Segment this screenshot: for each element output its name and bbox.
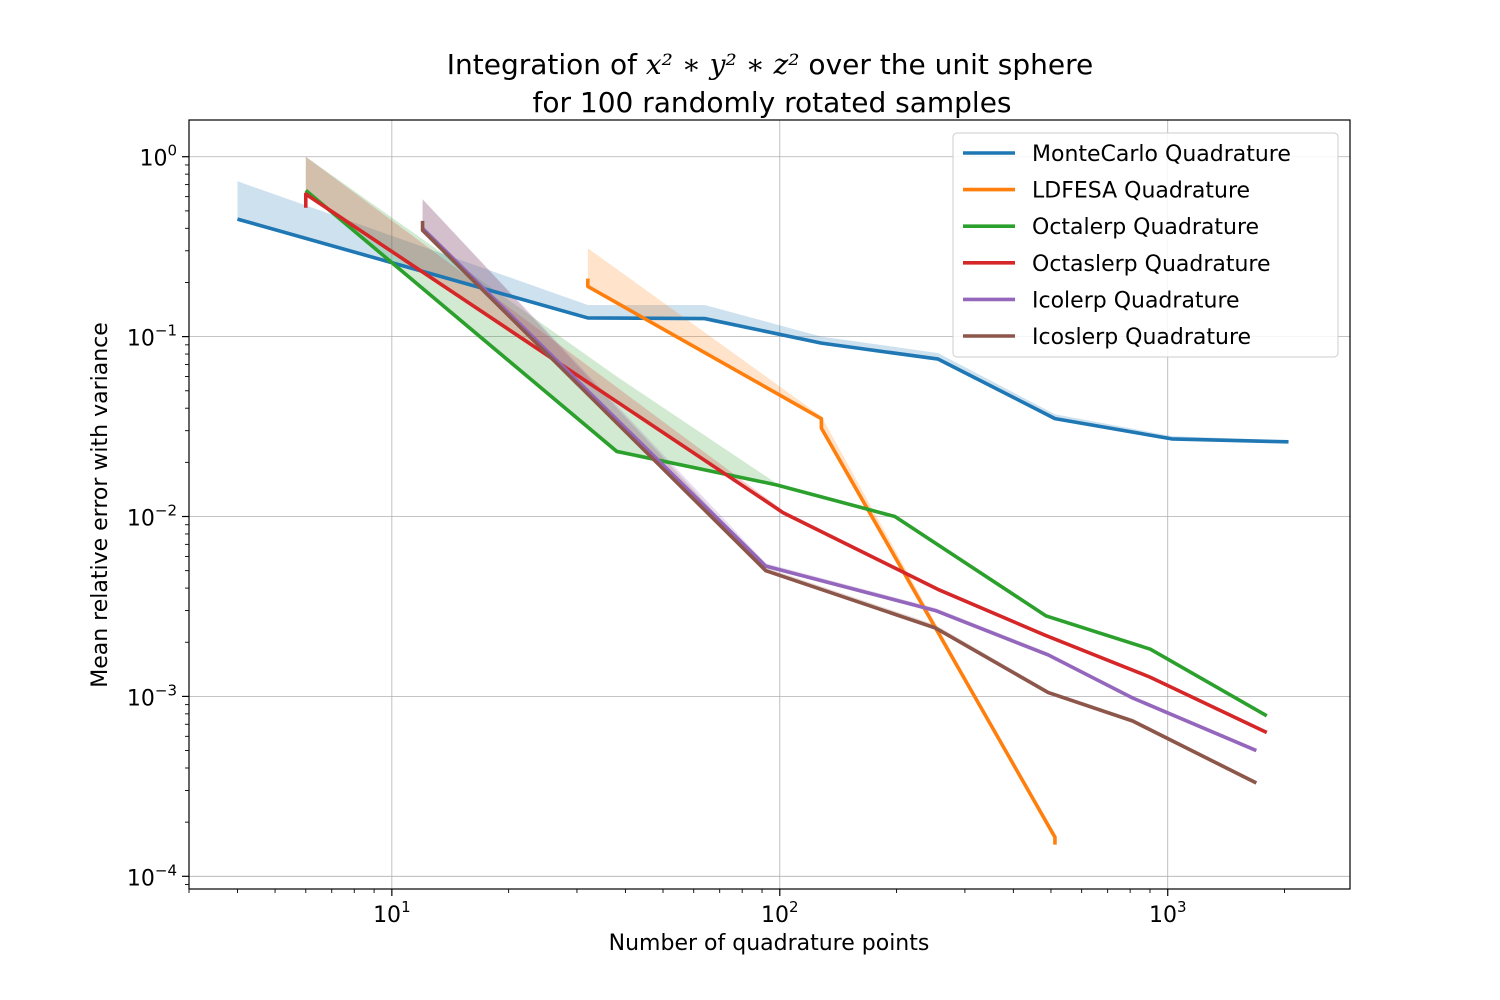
title-suffix: over the unit sphere: [800, 48, 1094, 81]
tick-base: 10: [127, 686, 155, 711]
title-math: x² ∗ y² ∗ z²: [646, 48, 800, 81]
y-tick-label: 10−4: [127, 861, 177, 891]
series-line-0: [236, 217, 1289, 444]
y-tick-label: 10−1: [127, 322, 177, 352]
legend-box: [952, 132, 1339, 358]
tick-exponent: −2: [155, 502, 177, 520]
variance-band-1: [587, 248, 1055, 845]
tick-base: 10: [373, 903, 401, 928]
plot-frame: [188, 119, 1351, 890]
tick-exponent: 1: [401, 898, 411, 916]
legend-label-4: Icolerp Quadrature: [1032, 288, 1240, 313]
tick-exponent: 0: [167, 142, 177, 160]
tick-exponent: 3: [1177, 898, 1187, 916]
chart-title: Integration of x² ∗ y² ∗ z² over the uni…: [447, 48, 1093, 81]
x-tick-labels: 101 102 103: [373, 898, 1186, 928]
title-prefix: Integration of: [447, 48, 646, 81]
y-tick-label: 10−3: [127, 681, 177, 711]
tick-base: 10: [127, 327, 155, 352]
x-tick-label: 103: [1149, 898, 1187, 928]
tick-base: 10: [761, 903, 789, 928]
legend-label-2: Octalerp Quadrature: [1032, 215, 1259, 240]
y-axis-label: Mean relative error with variance: [88, 322, 113, 688]
legend-label-1: LDFESA Quadrature: [1032, 179, 1250, 204]
legend: MonteCarlo Quadrature LDFESA Quadrature Oc…: [952, 132, 1339, 358]
series-line-3: [303, 192, 1268, 735]
tick-base: 10: [139, 147, 167, 172]
y-tick-label: 100: [139, 142, 177, 172]
ticks: [182, 156, 1285, 896]
series-lines: [236, 188, 1289, 845]
x-tick-label: 101: [373, 898, 411, 928]
x-tick-label: 102: [761, 898, 799, 928]
tick-exponent: −1: [155, 322, 177, 340]
series-line-1: [586, 278, 1057, 845]
legend-label-0: MonteCarlo Quadrature: [1032, 142, 1291, 167]
tick-exponent: −4: [155, 861, 177, 879]
tick-base: 10: [127, 507, 155, 532]
legend-label-3: Octaslerp Quadrature: [1032, 252, 1271, 277]
tick-exponent: −3: [155, 681, 177, 699]
series-line-4: [421, 227, 1258, 753]
x-axis-label: Number of quadrature points: [609, 931, 930, 956]
tick-base: 10: [127, 866, 155, 891]
tick-exponent: 2: [789, 898, 799, 916]
series-line-2: [304, 188, 1268, 718]
chart-title-line2: for 100 randomly rotated samples: [532, 86, 1011, 119]
y-tick-label: 10−2: [127, 502, 177, 532]
legend-label-5: Icoslerp Quadrature: [1032, 325, 1251, 350]
tick-base: 10: [1149, 903, 1177, 928]
series-line-5: [420, 220, 1258, 785]
